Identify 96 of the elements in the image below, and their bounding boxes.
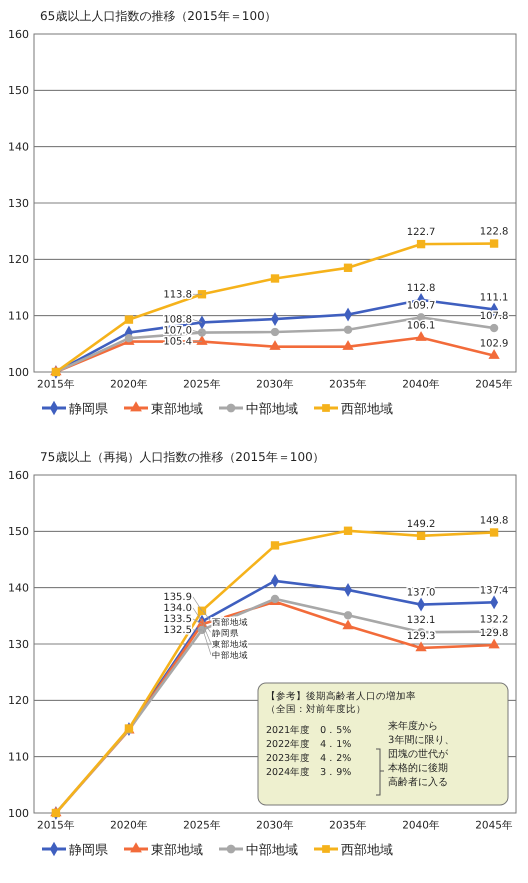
annotation: （全国：対前年度比）	[266, 703, 366, 715]
x-tick-label: 2030年	[256, 819, 294, 832]
chart-title: 75歳以上（再掲）人口指数の推移（2015年＝100）	[40, 450, 325, 464]
x-tick-label: 2045年	[475, 378, 513, 390]
y-tick-label: 160	[8, 28, 29, 41]
x-tick-label: 2045年	[475, 819, 513, 832]
point	[342, 340, 354, 350]
annotation: 2023年度 4．2%	[266, 752, 352, 764]
data-label: 129.8	[480, 628, 508, 640]
x-tick-label: 2025年	[183, 378, 221, 390]
y-tick-label: 150	[8, 525, 29, 538]
x-tick-label: 2025年	[183, 819, 221, 832]
point	[490, 528, 498, 537]
point	[490, 324, 498, 332]
point	[415, 641, 427, 652]
point	[488, 638, 500, 648]
x-tick-label: 2035年	[329, 378, 367, 390]
y-tick-label: 150	[8, 84, 29, 98]
point	[270, 274, 280, 283]
y-tick-label: 140	[8, 140, 29, 154]
legend-label: 東部地域	[151, 402, 203, 417]
y-tick-label: 130	[8, 196, 29, 210]
legend-label: 静岡県	[69, 843, 108, 858]
data-label: 135.9	[163, 592, 192, 603]
data-label: 112.8	[406, 282, 436, 294]
annotation: 【参考】後期高齢者人口の増加率	[266, 690, 416, 702]
annotation: 2022年度 4．1%	[266, 738, 352, 750]
legend-label: 中部地域	[246, 843, 298, 858]
annotation: 静岡県	[212, 628, 239, 639]
point	[269, 340, 281, 350]
point	[124, 315, 134, 324]
point	[344, 264, 352, 272]
data-label: 134.0	[163, 602, 192, 614]
x-tick-label: 2040年	[402, 819, 440, 832]
data-label: 133.5	[163, 614, 192, 625]
y-tick-label: 100	[8, 366, 29, 379]
data-label: 122.8	[480, 226, 508, 238]
annotation: 来年度から	[388, 720, 438, 732]
point	[198, 290, 206, 298]
annotation: 高齢者に入る	[388, 776, 448, 788]
data-label: 137.0	[406, 588, 436, 599]
point	[490, 239, 498, 248]
legend-label: 西部地域	[341, 402, 393, 417]
y-tick-label: 160	[8, 468, 29, 482]
point	[416, 240, 426, 248]
point	[415, 331, 427, 341]
annotation: 2021年度 0．5%	[266, 724, 352, 736]
data-label: 149.2	[406, 518, 436, 530]
data-label: 113.8	[163, 289, 192, 300]
x-tick-label: 2030年	[256, 378, 294, 390]
data-label: 129.3	[406, 630, 436, 642]
data-label: 111.1	[480, 292, 508, 304]
y-tick-label: 100	[8, 806, 29, 820]
legend-label: 中部地域	[246, 402, 298, 417]
x-tick-label: 2020年	[110, 378, 148, 390]
point	[344, 611, 352, 620]
y-tick-label: 110	[8, 750, 29, 764]
point	[344, 326, 352, 334]
point	[270, 328, 280, 336]
y-tick-label: 130	[8, 638, 29, 651]
data-label: 149.8	[480, 515, 508, 526]
data-label: 109.7	[406, 300, 436, 312]
point	[416, 532, 426, 540]
x-tick-label: 2015年	[37, 819, 75, 832]
annotation: 3年間に限り、	[388, 734, 454, 746]
annotation: 団塊の世代が	[388, 748, 449, 760]
point	[198, 328, 206, 337]
data-label: 106.1	[406, 320, 436, 332]
data-label: 107.0	[163, 326, 192, 337]
data-label: 102.9	[480, 338, 508, 350]
legend-label: 東部地域	[151, 843, 203, 858]
point	[124, 334, 134, 342]
point	[196, 335, 208, 345]
x-tick-label: 2040年	[402, 378, 440, 390]
annotation: 中部地域	[212, 650, 248, 661]
y-tick-label: 120	[8, 253, 29, 266]
legend-label: 西部地域	[341, 843, 393, 858]
data-label: 132.1	[406, 615, 436, 626]
point	[342, 619, 354, 630]
y-tick-label: 120	[8, 694, 29, 708]
point	[344, 526, 352, 535]
legend-label: 静岡県	[69, 402, 108, 417]
y-tick-label: 110	[8, 310, 29, 323]
data-label: 132.2	[480, 614, 508, 626]
y-tick-label: 140	[8, 582, 29, 595]
x-tick-label: 2035年	[329, 819, 367, 832]
annotation: 本格的に後期	[388, 762, 448, 774]
data-label: 108.8	[163, 314, 192, 326]
chart-title: 65歳以上人口指数の推移（2015年＝100）	[40, 9, 277, 23]
x-tick-label: 2015年	[37, 378, 75, 390]
data-label: 137.4	[480, 585, 508, 596]
point	[488, 349, 500, 359]
point	[270, 541, 280, 550]
x-tick-label: 2020年	[110, 819, 148, 832]
annotation: 2024年度 3．9%	[266, 766, 352, 778]
data-label: 122.7	[406, 227, 436, 238]
